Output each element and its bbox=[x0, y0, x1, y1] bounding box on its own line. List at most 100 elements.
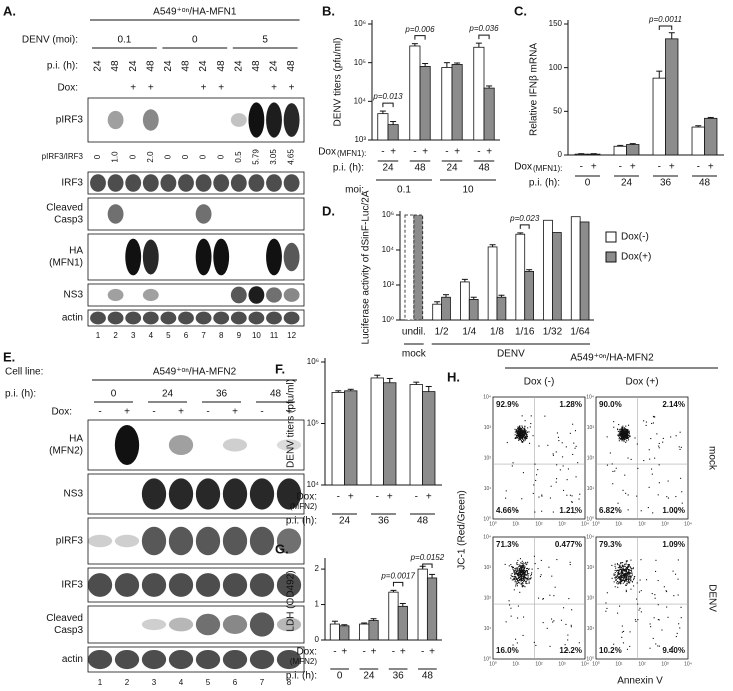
quadrant-value: 79.3% bbox=[599, 540, 622, 549]
dot bbox=[628, 564, 630, 566]
band bbox=[168, 478, 194, 510]
dot bbox=[624, 432, 626, 434]
bar bbox=[473, 46, 485, 141]
dot bbox=[519, 569, 521, 571]
band bbox=[276, 649, 302, 670]
dot bbox=[517, 426, 519, 428]
dot bbox=[618, 437, 620, 439]
dot bbox=[615, 577, 617, 579]
dot bbox=[516, 562, 518, 564]
dot bbox=[613, 573, 615, 575]
lane-number: 4 bbox=[179, 678, 184, 687]
dot bbox=[651, 473, 653, 475]
dot bbox=[606, 607, 608, 609]
dot bbox=[614, 563, 616, 565]
dot bbox=[666, 606, 668, 608]
dot bbox=[645, 424, 647, 426]
dot bbox=[620, 435, 622, 437]
dot bbox=[630, 577, 632, 579]
dot bbox=[565, 446, 567, 448]
band bbox=[283, 311, 300, 325]
dot bbox=[658, 482, 660, 484]
dot bbox=[519, 565, 521, 567]
dot bbox=[514, 572, 516, 574]
dot bbox=[628, 582, 630, 584]
dot bbox=[615, 576, 617, 578]
group-label: 24 bbox=[162, 389, 174, 400]
dot bbox=[620, 572, 622, 574]
dot bbox=[624, 579, 626, 581]
lane-number: 3 bbox=[152, 678, 157, 687]
dot bbox=[620, 563, 622, 565]
dot bbox=[519, 425, 521, 427]
bar bbox=[441, 296, 451, 321]
dot bbox=[630, 567, 632, 569]
band bbox=[141, 478, 167, 510]
axis-tick-label: 10² bbox=[484, 455, 492, 461]
x-tick-label: 48 bbox=[699, 178, 711, 189]
error-bar bbox=[443, 294, 450, 298]
dot bbox=[521, 584, 523, 586]
band bbox=[107, 110, 124, 130]
group-label: 0.1 bbox=[117, 35, 131, 46]
band bbox=[125, 238, 142, 276]
dot bbox=[517, 559, 519, 561]
x-tick-label: 48 bbox=[414, 163, 426, 174]
y-tick-label: 10⁶ bbox=[382, 210, 394, 219]
dot bbox=[527, 576, 529, 578]
dot bbox=[511, 579, 513, 581]
dot bbox=[628, 579, 630, 581]
error-bar bbox=[486, 85, 493, 89]
column-label: Dox (-) bbox=[524, 377, 555, 388]
dot bbox=[624, 577, 626, 579]
dot bbox=[650, 438, 652, 440]
group-label: 10 bbox=[462, 185, 474, 196]
dot bbox=[517, 567, 519, 569]
dot bbox=[626, 434, 628, 436]
dot bbox=[628, 432, 630, 434]
dot bbox=[622, 642, 624, 644]
dot bbox=[524, 562, 526, 564]
band bbox=[90, 311, 106, 325]
dot bbox=[525, 574, 527, 576]
dot bbox=[517, 574, 519, 576]
p-value: p=0.0017 bbox=[380, 571, 415, 580]
dot bbox=[618, 424, 620, 426]
band bbox=[283, 242, 300, 272]
band bbox=[142, 311, 159, 325]
dot bbox=[536, 474, 538, 476]
dot bbox=[616, 569, 618, 571]
band bbox=[266, 102, 282, 138]
group-label: DENV bbox=[497, 349, 525, 360]
dot bbox=[618, 435, 620, 437]
dot bbox=[625, 580, 627, 582]
dox-sub: (MFN1): bbox=[533, 164, 562, 173]
dot bbox=[556, 559, 558, 561]
dot bbox=[676, 632, 678, 634]
bar bbox=[579, 221, 590, 321]
dot bbox=[521, 441, 523, 443]
dot bbox=[613, 643, 615, 645]
dot bbox=[521, 415, 523, 417]
dot bbox=[614, 577, 616, 579]
dot bbox=[625, 575, 627, 577]
dot bbox=[613, 426, 615, 428]
blot bbox=[87, 283, 305, 307]
dot bbox=[639, 607, 641, 609]
dot bbox=[527, 575, 529, 577]
dot bbox=[623, 575, 625, 577]
dot bbox=[563, 489, 565, 491]
dot bbox=[523, 433, 525, 435]
dot bbox=[524, 437, 526, 439]
dot bbox=[518, 426, 520, 428]
band bbox=[249, 649, 275, 670]
dot bbox=[626, 437, 628, 439]
dot-cloud bbox=[606, 415, 683, 514]
dot bbox=[667, 497, 669, 499]
dot bbox=[528, 573, 530, 575]
dot bbox=[640, 590, 642, 592]
dot bbox=[514, 434, 516, 436]
dot bbox=[521, 572, 523, 574]
band bbox=[107, 311, 124, 325]
dot bbox=[652, 637, 654, 639]
